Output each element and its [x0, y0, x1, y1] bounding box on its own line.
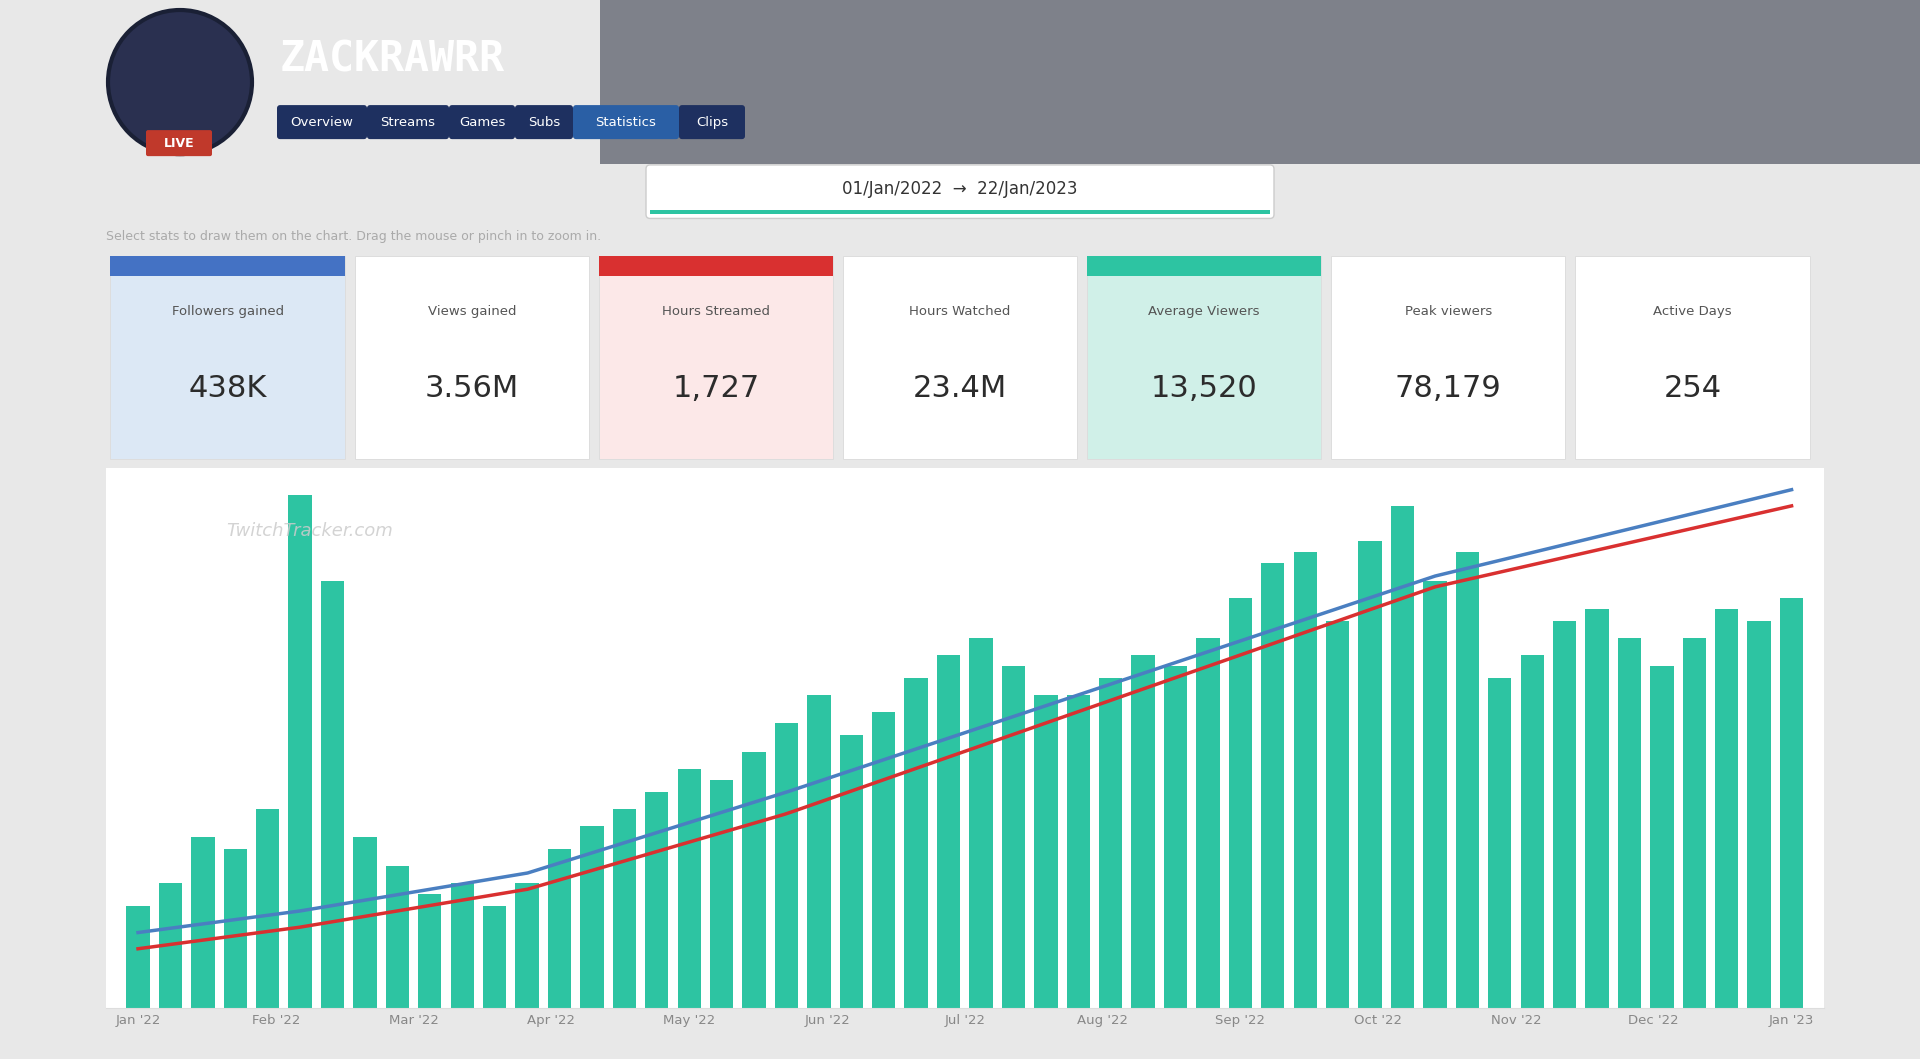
FancyBboxPatch shape: [355, 256, 589, 459]
Text: Views gained: Views gained: [428, 305, 516, 319]
Bar: [839, 735, 862, 1008]
Bar: [1682, 638, 1707, 1008]
FancyBboxPatch shape: [599, 256, 833, 459]
Text: TwitchTracker.com: TwitchTracker.com: [227, 522, 392, 540]
Bar: [1098, 678, 1123, 1008]
Bar: [1390, 506, 1415, 1008]
Text: Overview: Overview: [290, 115, 353, 128]
FancyBboxPatch shape: [645, 165, 1275, 218]
Bar: [1261, 563, 1284, 1008]
Text: 3.56M: 3.56M: [424, 374, 518, 402]
Bar: [776, 723, 799, 1008]
Text: Streams: Streams: [380, 115, 436, 128]
Text: Followers gained: Followers gained: [171, 305, 284, 319]
Text: 438K: 438K: [188, 374, 267, 402]
Bar: [1747, 621, 1770, 1008]
Text: LIVE: LIVE: [163, 137, 194, 149]
FancyBboxPatch shape: [367, 105, 449, 139]
Bar: [419, 894, 442, 1008]
Bar: [599, 0, 1920, 164]
Bar: [159, 883, 182, 1008]
Bar: [1586, 609, 1609, 1008]
FancyBboxPatch shape: [111, 256, 346, 459]
Text: Hours Streamed: Hours Streamed: [662, 305, 770, 319]
FancyBboxPatch shape: [1331, 256, 1565, 459]
Bar: [645, 791, 668, 1008]
Text: Peak viewers: Peak viewers: [1405, 305, 1492, 319]
FancyBboxPatch shape: [572, 105, 680, 139]
Bar: [1649, 666, 1674, 1008]
Bar: [904, 678, 927, 1008]
Bar: [1423, 580, 1446, 1008]
Text: Hours Watched: Hours Watched: [910, 305, 1010, 319]
Bar: [599, 256, 833, 275]
Bar: [1619, 638, 1642, 1008]
Text: Active Days: Active Days: [1653, 305, 1732, 319]
Text: 01/Jan/2022  →  22/Jan/2023: 01/Jan/2022 → 22/Jan/2023: [843, 180, 1077, 198]
Text: Subs: Subs: [528, 115, 561, 128]
FancyBboxPatch shape: [146, 130, 211, 156]
Bar: [1553, 621, 1576, 1008]
Bar: [651, 210, 1269, 215]
Bar: [255, 809, 280, 1008]
Bar: [1715, 609, 1738, 1008]
Text: Average Viewers: Average Viewers: [1148, 305, 1260, 319]
FancyBboxPatch shape: [276, 105, 367, 139]
Bar: [1488, 678, 1511, 1008]
Bar: [547, 848, 570, 1008]
Text: ZACKRAWRR: ZACKRAWRR: [280, 38, 505, 80]
Text: 78,179: 78,179: [1394, 374, 1501, 402]
Bar: [515, 883, 540, 1008]
Bar: [970, 638, 993, 1008]
Bar: [1164, 666, 1187, 1008]
Bar: [1196, 638, 1219, 1008]
Bar: [1455, 552, 1478, 1008]
Bar: [1002, 666, 1025, 1008]
Text: 23.4M: 23.4M: [912, 374, 1008, 402]
Bar: [288, 495, 311, 1008]
Bar: [1359, 541, 1382, 1008]
Bar: [1087, 256, 1321, 275]
Text: Select stats to draw them on the chart. Drag the mouse or pinch in to zoom in.: Select stats to draw them on the chart. …: [106, 230, 601, 244]
Text: Statistics: Statistics: [595, 115, 657, 128]
Bar: [1229, 597, 1252, 1008]
Bar: [321, 580, 344, 1008]
FancyBboxPatch shape: [1574, 256, 1809, 459]
Text: Clips: Clips: [695, 115, 728, 128]
Bar: [1294, 552, 1317, 1008]
Bar: [1521, 654, 1544, 1008]
Bar: [484, 905, 507, 1008]
Bar: [710, 780, 733, 1008]
Bar: [192, 837, 215, 1008]
Bar: [1780, 597, 1803, 1008]
FancyBboxPatch shape: [449, 105, 515, 139]
Bar: [806, 695, 831, 1008]
Bar: [612, 809, 636, 1008]
Bar: [386, 865, 409, 1008]
Bar: [872, 712, 895, 1008]
Bar: [1131, 654, 1154, 1008]
Bar: [353, 837, 376, 1008]
Text: 13,520: 13,520: [1150, 374, 1258, 402]
Bar: [678, 769, 701, 1008]
Text: Games: Games: [459, 115, 505, 128]
Text: 254: 254: [1663, 374, 1722, 402]
Bar: [223, 848, 248, 1008]
FancyBboxPatch shape: [843, 256, 1077, 459]
Bar: [451, 883, 474, 1008]
Circle shape: [108, 10, 252, 155]
Bar: [127, 905, 150, 1008]
FancyBboxPatch shape: [1087, 256, 1321, 459]
Bar: [937, 654, 960, 1008]
Bar: [111, 256, 346, 275]
Text: 1,727: 1,727: [672, 374, 760, 402]
FancyBboxPatch shape: [680, 105, 745, 139]
Bar: [743, 752, 766, 1008]
Bar: [1068, 695, 1091, 1008]
FancyBboxPatch shape: [515, 105, 572, 139]
Bar: [1035, 695, 1058, 1008]
Bar: [580, 826, 603, 1008]
Bar: [1327, 621, 1350, 1008]
